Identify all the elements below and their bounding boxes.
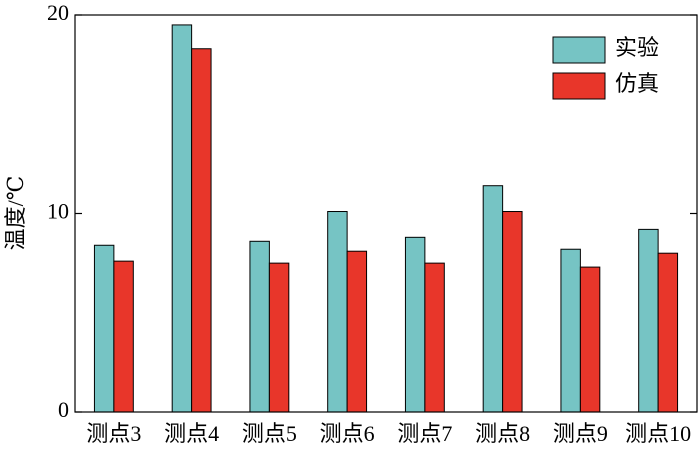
y-tick-label: 10	[47, 199, 69, 224]
x-tick-label: 测点4	[164, 421, 219, 446]
bar	[638, 228, 659, 413]
bar	[191, 48, 212, 413]
y-tick-label: 20	[47, 0, 69, 25]
legend-label: 仿真	[615, 71, 659, 96]
x-tick-label: 测点7	[397, 421, 452, 446]
bar	[249, 240, 270, 413]
legend-swatch	[552, 72, 606, 100]
bar	[404, 236, 426, 413]
bar	[657, 252, 679, 413]
bar	[579, 266, 601, 413]
bar	[346, 250, 368, 413]
y-tick-label: 0	[58, 397, 69, 422]
bar	[560, 248, 581, 413]
plot-frame	[74, 14, 698, 413]
x-tick-label: 测点10	[625, 421, 691, 446]
legend-swatch	[552, 36, 606, 64]
bar	[502, 211, 523, 413]
bar	[482, 185, 504, 413]
x-tick-label: 测点8	[475, 421, 530, 446]
x-tick-label: 测点3	[86, 421, 141, 446]
y-axis-label: 温度/℃	[3, 176, 28, 251]
bar	[93, 244, 115, 413]
legend-label: 实验	[615, 35, 659, 60]
bar	[327, 211, 348, 413]
x-tick-label: 测点9	[553, 421, 608, 446]
bar	[268, 262, 290, 413]
bar	[424, 262, 445, 413]
x-tick-label: 测点5	[242, 421, 297, 446]
x-tick-label: 测点6	[320, 421, 375, 446]
bar	[171, 24, 193, 413]
bar	[113, 260, 134, 413]
